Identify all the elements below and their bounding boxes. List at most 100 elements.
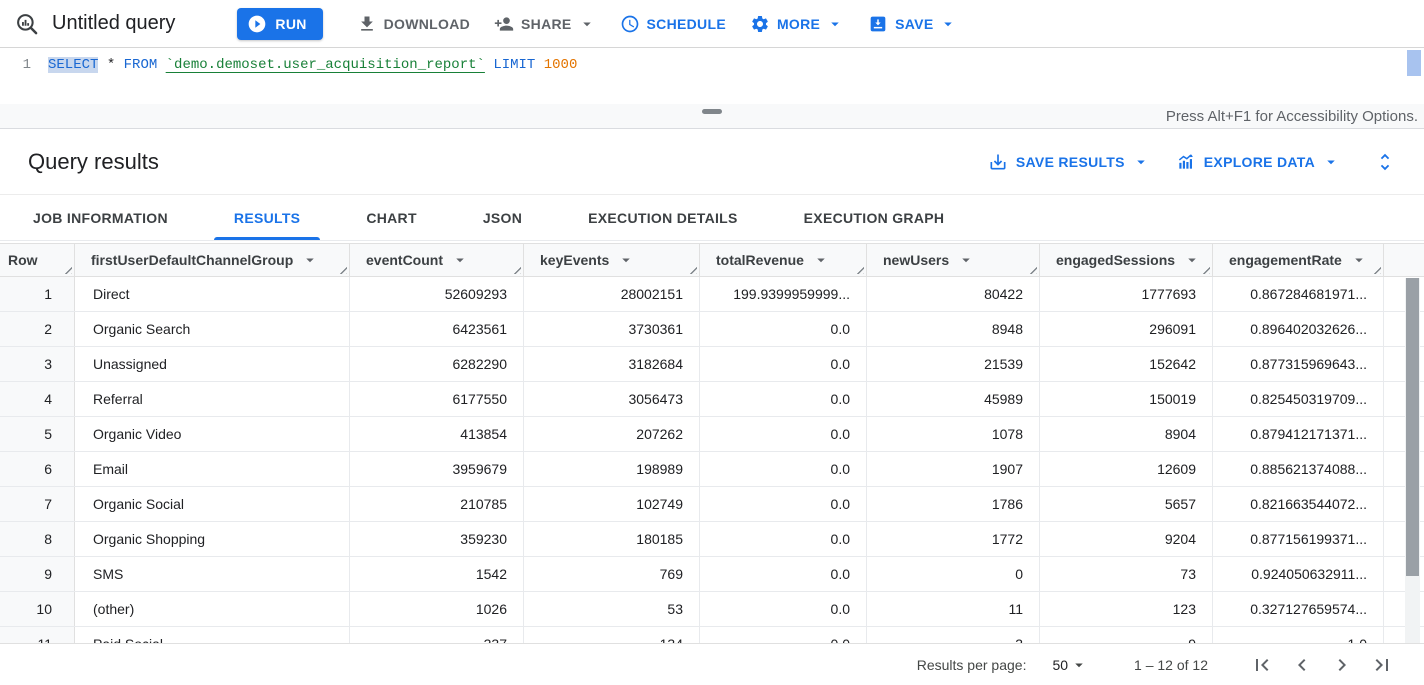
table-cell-totalRevenue[interactable]: 0.0 <box>700 522 867 556</box>
table-scrollbar-thumb[interactable] <box>1406 278 1419 576</box>
row-number-cell[interactable]: 7 <box>0 487 75 521</box>
table-cell-engagedSessions[interactable]: 73 <box>1040 557 1213 591</box>
column-header-engagementrate[interactable]: engagementRate <box>1213 244 1384 276</box>
tab-job-information[interactable]: JOB INFORMATION <box>33 209 168 226</box>
table-cell-eventCount[interactable]: 52609293 <box>350 277 524 311</box>
table-cell-firstUserDefaultChannelGroup[interactable]: Email <box>75 452 350 486</box>
page-size-select[interactable]: 50 <box>1052 656 1088 674</box>
table-cell-keyEvents[interactable]: 53 <box>524 592 700 626</box>
table-cell-totalRevenue[interactable]: 0.0 <box>700 347 867 381</box>
table-cell-totalRevenue[interactable]: 0.0 <box>700 452 867 486</box>
next-page-button[interactable] <box>1322 645 1362 685</box>
share-button[interactable]: SHARE <box>482 6 608 42</box>
table-cell-engagedSessions[interactable]: 5657 <box>1040 487 1213 521</box>
sql-code-line[interactable]: SELECT * FROM `demo.demoset.user_acquisi… <box>48 57 577 104</box>
table-cell-engagedSessions[interactable]: 8904 <box>1040 417 1213 451</box>
table-cell-keyEvents[interactable]: 28002151 <box>524 277 700 311</box>
table-cell-eventCount[interactable]: 413854 <box>350 417 524 451</box>
table-cell-engagedSessions[interactable]: 150019 <box>1040 382 1213 416</box>
table-cell-newUsers[interactable]: 1078 <box>867 417 1040 451</box>
table-cell-keyEvents[interactable]: 769 <box>524 557 700 591</box>
table-cell-firstUserDefaultChannelGroup[interactable]: (other) <box>75 592 350 626</box>
table-row[interactable]: 3 Unassigned 6282290 3182684 0.0 21539 152642 0… <box>0 347 1424 382</box>
row-number-cell[interactable]: 3 <box>0 347 75 381</box>
table-cell-totalRevenue[interactable]: 0.0 <box>700 557 867 591</box>
table-cell-engagementRate[interactable]: 0.896402032626... <box>1213 312 1384 346</box>
download-button[interactable]: DOWNLOAD <box>345 6 482 42</box>
table-cell-totalRevenue[interactable]: 0.0 <box>700 312 867 346</box>
row-number-cell[interactable]: 6 <box>0 452 75 486</box>
table-cell-engagedSessions[interactable]: 12609 <box>1040 452 1213 486</box>
tab-execution-graph[interactable]: EXECUTION GRAPH <box>803 209 945 226</box>
table-cell-newUsers[interactable]: 45989 <box>867 382 1040 416</box>
column-header-totalrevenue[interactable]: totalRevenue <box>700 244 867 276</box>
table-row[interactable]: 7 Organic Social 210785 102749 0.0 1786 5657 0.… <box>0 487 1424 522</box>
column-resize-handle[interactable] <box>1371 264 1381 274</box>
table-cell-eventCount[interactable]: 337 <box>350 627 524 643</box>
column-header-keyevents[interactable]: keyEvents <box>524 244 700 276</box>
column-header-engagedsessions[interactable]: engagedSessions <box>1040 244 1213 276</box>
row-number-cell[interactable]: 11 <box>0 627 75 643</box>
table-cell-keyEvents[interactable]: 207262 <box>524 417 700 451</box>
table-cell-engagementRate[interactable]: 0.924050632911... <box>1213 557 1384 591</box>
table-cell-engagedSessions[interactable]: 296091 <box>1040 312 1213 346</box>
first-page-button[interactable] <box>1242 645 1282 685</box>
table-cell-eventCount[interactable]: 3959679 <box>350 452 524 486</box>
table-row[interactable]: 4 Referral 6177550 3056473 0.0 45989 150019 0.8… <box>0 382 1424 417</box>
table-cell-engagedSessions[interactable]: 1777693 <box>1040 277 1213 311</box>
table-cell-newUsers[interactable]: 1772 <box>867 522 1040 556</box>
table-row[interactable]: 6 Email 3959679 198989 0.0 1907 12609 0.8856213… <box>0 452 1424 487</box>
table-cell-engagementRate[interactable]: 0.867284681971... <box>1213 277 1384 311</box>
table-cell-newUsers[interactable]: 21539 <box>867 347 1040 381</box>
table-cell-newUsers[interactable]: 8948 <box>867 312 1040 346</box>
table-cell-engagementRate[interactable]: 1.0 <box>1213 627 1384 643</box>
table-cell-firstUserDefaultChannelGroup[interactable]: Referral <box>75 382 350 416</box>
table-cell-newUsers[interactable]: 1786 <box>867 487 1040 521</box>
table-row[interactable]: 2 Organic Search 6423561 3730361 0.0 8948 2960… <box>0 312 1424 347</box>
row-number-cell[interactable]: 5 <box>0 417 75 451</box>
save-button[interactable]: SAVE <box>856 6 969 42</box>
sql-editor[interactable]: 1 SELECT * FROM `demo.demoset.user_acqui… <box>0 48 1424 104</box>
row-number-cell[interactable]: 4 <box>0 382 75 416</box>
table-cell-totalRevenue[interactable]: 0.0 <box>700 627 867 643</box>
tab-results[interactable]: RESULTS <box>201 195 333 240</box>
table-cell-firstUserDefaultChannelGroup[interactable]: Paid Social <box>75 627 350 643</box>
row-number-cell[interactable]: 9 <box>0 557 75 591</box>
table-cell-engagedSessions[interactable]: 123 <box>1040 592 1213 626</box>
table-cell-keyEvents[interactable]: 3730361 <box>524 312 700 346</box>
table-cell-eventCount[interactable]: 6177550 <box>350 382 524 416</box>
column-resize-handle[interactable] <box>687 264 697 274</box>
table-cell-keyEvents[interactable]: 180185 <box>524 522 700 556</box>
column-menu-icon[interactable] <box>1350 251 1368 269</box>
table-cell-keyEvents[interactable]: 134 <box>524 627 700 643</box>
column-menu-icon[interactable] <box>451 251 469 269</box>
table-cell-firstUserDefaultChannelGroup[interactable]: Organic Video <box>75 417 350 451</box>
panel-resize-handle[interactable] <box>702 109 722 114</box>
last-page-button[interactable] <box>1362 645 1402 685</box>
table-cell-firstUserDefaultChannelGroup[interactable]: Organic Social <box>75 487 350 521</box>
table-cell-eventCount[interactable]: 6282290 <box>350 347 524 381</box>
table-cell-totalRevenue[interactable]: 0.0 <box>700 417 867 451</box>
table-cell-engagementRate[interactable]: 0.825450319709... <box>1213 382 1384 416</box>
editor-scrollbar-thumb[interactable] <box>1407 50 1421 76</box>
tab-chart[interactable]: CHART <box>366 209 417 226</box>
row-number-cell[interactable]: 10 <box>0 592 75 626</box>
table-cell-engagementRate[interactable]: 0.877156199371... <box>1213 522 1384 556</box>
table-cell-totalRevenue[interactable]: 0.0 <box>700 382 867 416</box>
tab-execution-details[interactable]: EXECUTION DETAILS <box>588 209 738 226</box>
table-cell-newUsers[interactable]: 80422 <box>867 277 1040 311</box>
tab-json[interactable]: JSON <box>482 209 523 226</box>
table-cell-firstUserDefaultChannelGroup[interactable]: Organic Search <box>75 312 350 346</box>
column-resize-handle[interactable] <box>337 264 347 274</box>
column-header-eventcount[interactable]: eventCount <box>350 244 524 276</box>
table-cell-eventCount[interactable]: 1542 <box>350 557 524 591</box>
more-button[interactable]: MORE <box>738 6 856 42</box>
column-resize-handle[interactable] <box>62 264 72 274</box>
table-cell-keyEvents[interactable]: 198989 <box>524 452 700 486</box>
column-menu-icon[interactable] <box>617 251 635 269</box>
column-header-row[interactable]: Row <box>0 244 75 276</box>
table-row[interactable]: 10 (other) 1026 53 0.0 11 123 0.327127659574... <box>0 592 1424 627</box>
expand-results-button[interactable] <box>1374 151 1396 173</box>
column-header-newusers[interactable]: newUsers <box>867 244 1040 276</box>
table-cell-keyEvents[interactable]: 3182684 <box>524 347 700 381</box>
